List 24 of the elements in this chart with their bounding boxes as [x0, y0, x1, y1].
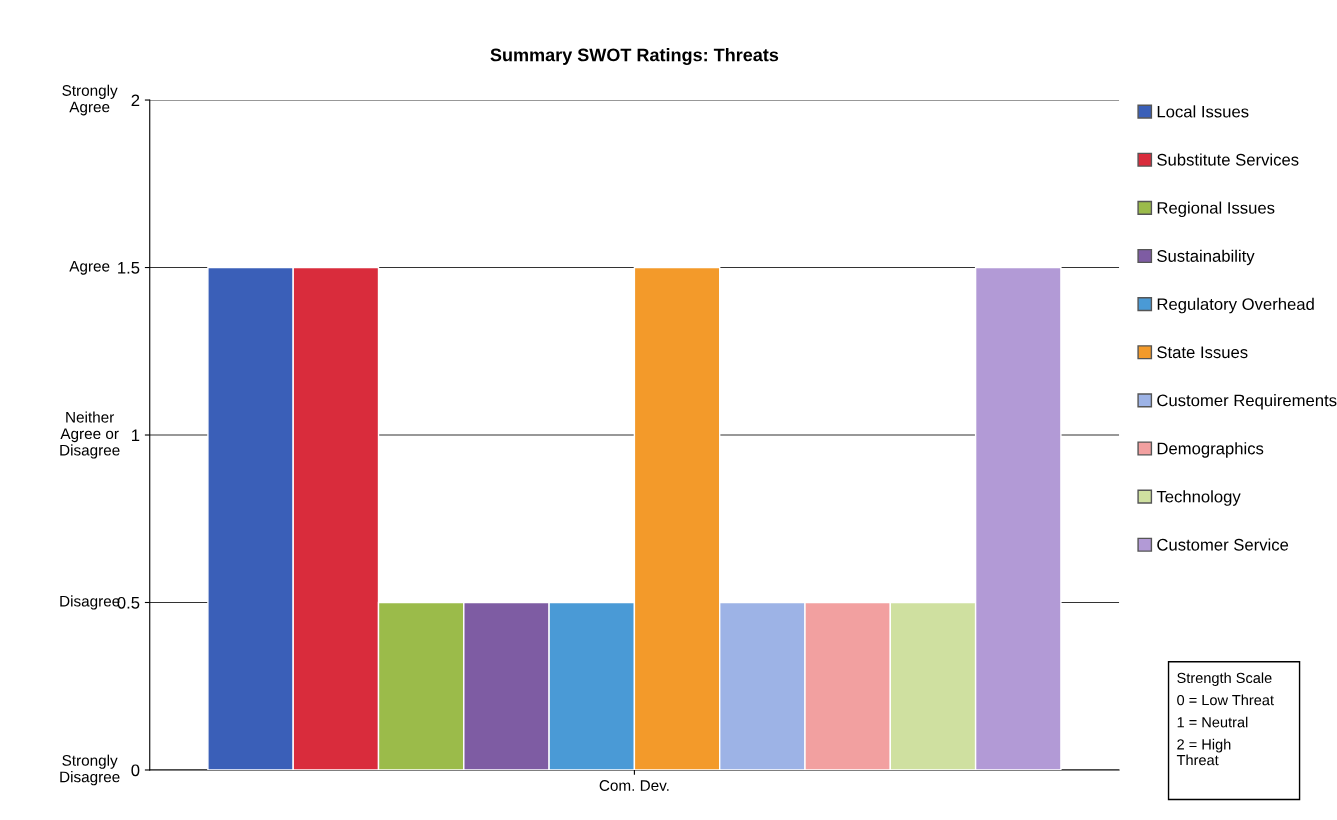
y-tick-label: 2 [131, 94, 140, 107]
chart-title: Summary SWOT Ratings: Threats [490, 48, 779, 65]
legend-label: Local Issues [1157, 105, 1249, 118]
text: Strength Scale [1177, 672, 1272, 686]
legend-label: Regulatory Overhead [1157, 297, 1314, 314]
legend-label: Sustainability [1157, 249, 1255, 266]
legend-label: Customer Service [1157, 538, 1289, 551]
text: 0 = Low Threat [1177, 694, 1274, 706]
legend-label: Regional Issues [1157, 201, 1275, 218]
legend-label: Demographics [1157, 442, 1264, 458]
x-tick-label: Com. Dev. [599, 780, 669, 791]
legend-label: Technology [1156, 490, 1241, 506]
legend-label: Customer Requirements [1157, 394, 1337, 410]
text: 2 = High Threat [1176, 738, 1231, 766]
text: Strongly Disagree [60, 754, 120, 786]
text: Strongly Agree [62, 84, 118, 116]
y-tick-label: 1.5 [118, 262, 140, 274]
y-tick-label: 0 [131, 764, 140, 777]
text: 1 = Neutral [1177, 716, 1248, 728]
legend-label: Substitute Services [1157, 153, 1299, 166]
y-tick-label: 1 [132, 429, 140, 442]
text: Neither Agree or Disagree [60, 411, 120, 459]
legend-label: State Issues [1157, 346, 1248, 359]
text: Agree [69, 260, 110, 275]
